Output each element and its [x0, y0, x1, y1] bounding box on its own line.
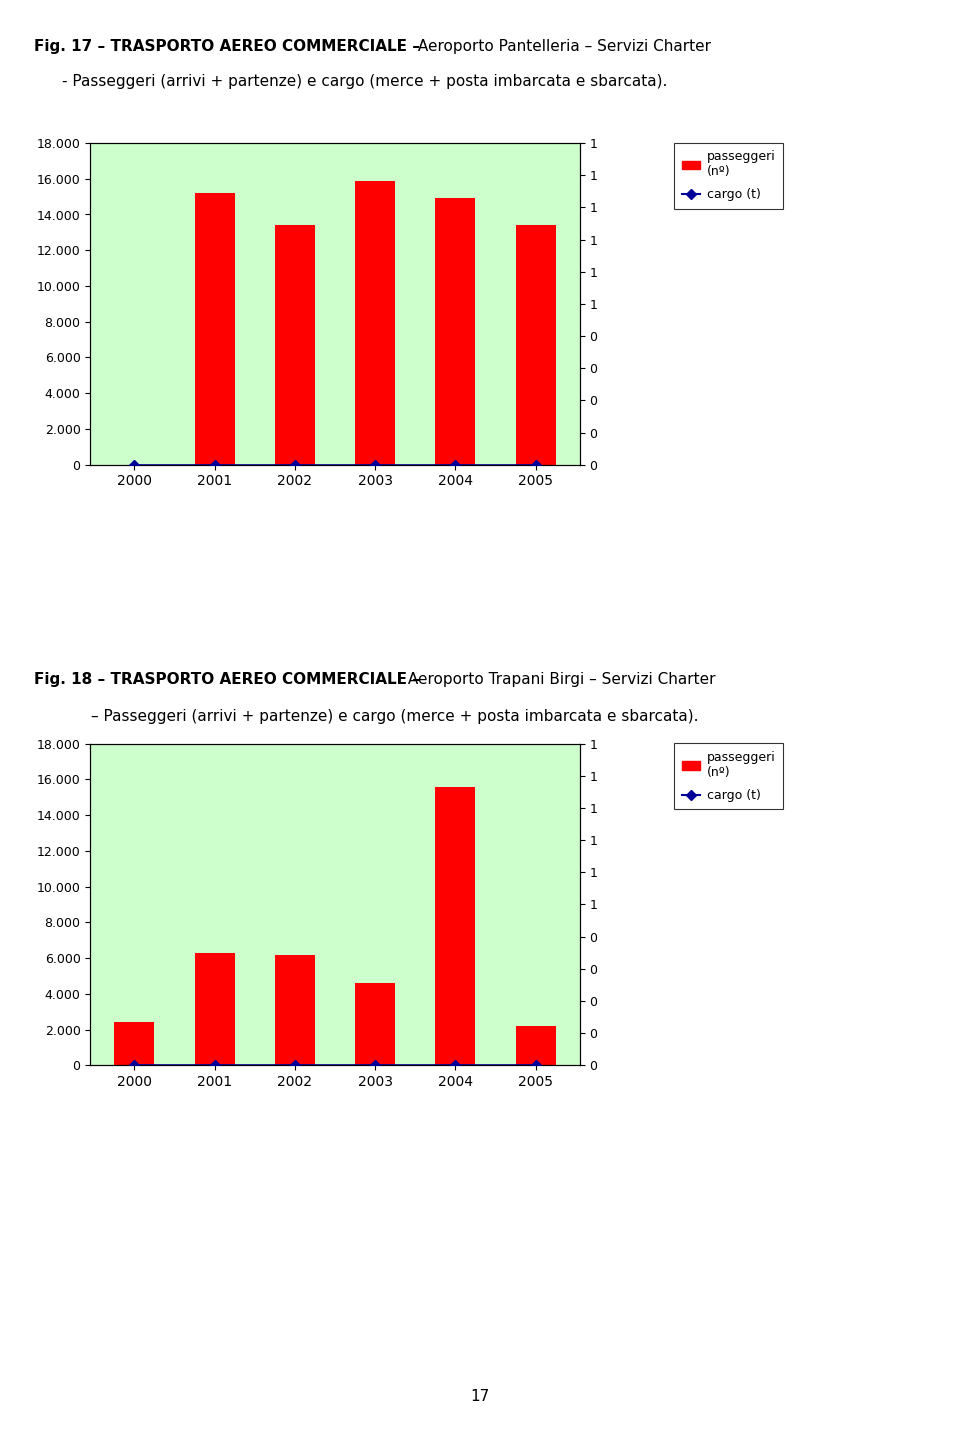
Bar	[436, 199, 475, 465]
Bar	[436, 787, 475, 1065]
Text: 17: 17	[470, 1390, 490, 1404]
Text: Aeroporto Pantelleria – Servizi Charter: Aeroporto Pantelleria – Servizi Charter	[413, 39, 710, 53]
Bar	[195, 952, 234, 1065]
Bar	[355, 180, 396, 465]
Legend: passeggeri
(nº), cargo (t): passeggeri (nº), cargo (t)	[674, 143, 783, 209]
Bar	[114, 1022, 155, 1065]
Text: – Passeggeri (arrivi + partenze) e cargo (merce + posta imbarcata e sbarcata).: – Passeggeri (arrivi + partenze) e cargo…	[91, 709, 699, 724]
Text: Aeroporto Trapani Birgi – Servizi Charter: Aeroporto Trapani Birgi – Servizi Charte…	[403, 672, 716, 686]
Bar	[275, 226, 315, 465]
Bar	[195, 193, 234, 465]
Bar	[516, 226, 556, 465]
Legend: passeggeri
(nº), cargo (t): passeggeri (nº), cargo (t)	[674, 744, 783, 809]
Text: Fig. 18 – TRASPORTO AEREO COMMERCIALE –: Fig. 18 – TRASPORTO AEREO COMMERCIALE –	[34, 672, 420, 686]
Bar	[275, 955, 315, 1065]
Bar	[516, 1027, 556, 1065]
Text: - Passeggeri (arrivi + partenze) e cargo (merce + posta imbarcata e sbarcata).: - Passeggeri (arrivi + partenze) e cargo…	[62, 74, 668, 89]
Text: Fig. 17 – TRASPORTO AEREO COMMERCIALE –: Fig. 17 – TRASPORTO AEREO COMMERCIALE –	[34, 39, 420, 53]
Bar	[355, 984, 396, 1065]
